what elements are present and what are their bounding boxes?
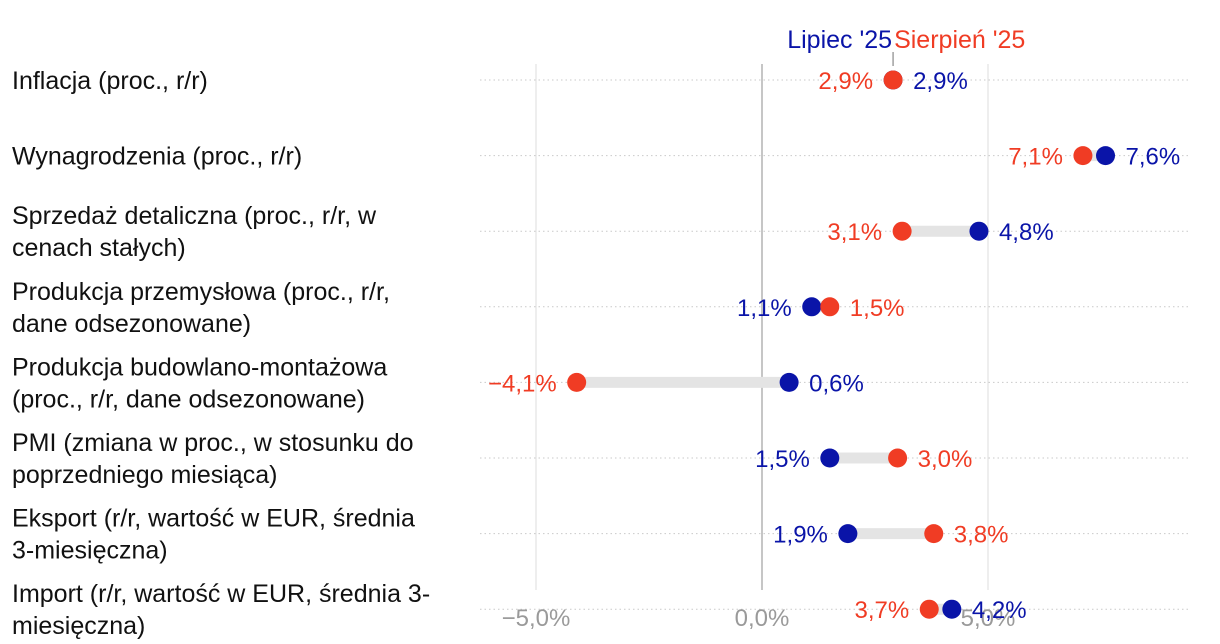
- value-label-lipiec: 4,8%: [999, 219, 1054, 246]
- x-tick-label: 0,0%: [735, 605, 790, 632]
- point-layer: [567, 70, 1116, 619]
- value-label-sierpien: 3,7%: [855, 597, 910, 624]
- value-label-lipiec: 1,9%: [773, 522, 828, 549]
- point-lipiec: [942, 599, 962, 619]
- value-label-sierpien: 3,1%: [827, 219, 882, 246]
- point-sierpien: [820, 297, 840, 317]
- label-layer: −5,0% 0,0% 5,0% Inflacja (proc., r/r) 2,9% 2,…: [12, 26, 1180, 640]
- category-label: PMI (zmiana w proc., w stosunku do: [12, 429, 414, 457]
- category-label: cenach stałych): [12, 234, 186, 262]
- value-label-lipiec: 0,6%: [809, 370, 864, 397]
- value-label-sierpien: 2,9%: [818, 68, 873, 95]
- value-label-sierpien: 3,0%: [918, 446, 973, 473]
- value-label-sierpien: 1,5%: [850, 295, 905, 322]
- category-label: Produkcja przemysłowa (proc., r/r,: [12, 278, 390, 306]
- point-lipiec: [838, 524, 858, 544]
- category-label: (proc., r/r, dane odsezonowane): [12, 385, 365, 413]
- legend-lipiec: Lipiec '25: [787, 26, 892, 54]
- point-lipiec: [820, 448, 840, 468]
- point-sierpien: [567, 372, 587, 392]
- point-lipiec: [1096, 146, 1116, 166]
- point-lipiec: [969, 221, 989, 241]
- point-sierpien: [888, 448, 908, 468]
- category-label: Produkcja budowlano-montażowa: [12, 353, 387, 381]
- point-lipiec: [802, 297, 822, 317]
- category-label: miesięczna): [12, 612, 145, 640]
- x-tick-label: 5,0%: [961, 605, 1016, 632]
- value-label-sierpien: −4,1%: [488, 370, 557, 397]
- point-sierpien: [892, 221, 912, 241]
- category-label: Eksport (r/r, wartość w EUR, średnia: [12, 505, 415, 533]
- value-label-lipiec: 4,2%: [972, 597, 1027, 624]
- point-sierpien: [1073, 146, 1093, 166]
- legend-sierpien: Sierpień '25: [894, 26, 1025, 54]
- category-label: Inflacja (proc., r/r): [12, 67, 208, 95]
- category-label: 3-miesięczna): [12, 537, 168, 565]
- point-lipiec: [779, 372, 799, 392]
- category-label: Import (r/r, wartość w EUR, średnia 3-: [12, 580, 430, 608]
- category-label: dane odsezonowane): [12, 310, 251, 338]
- point-sierpien: [919, 599, 939, 619]
- value-label-lipiec: 7,6%: [1126, 144, 1181, 171]
- value-label-sierpien: 3,8%: [954, 522, 1009, 549]
- grid-layer: [480, 52, 1188, 610]
- point-sierpien: [924, 524, 944, 544]
- category-label: Sprzedaż detaliczna (proc., r/r, w: [12, 202, 377, 230]
- point-sierpien: [883, 70, 903, 90]
- category-label: Wynagrodzenia (proc., r/r): [12, 143, 302, 171]
- category-label: poprzedniego miesiąca): [12, 461, 277, 489]
- value-label-lipiec: 1,1%: [737, 295, 792, 322]
- x-tick-label: −5,0%: [502, 605, 571, 632]
- value-label-lipiec: 1,5%: [755, 446, 810, 473]
- value-label-lipiec: 2,9%: [913, 68, 968, 95]
- value-label-sierpien: 7,1%: [1008, 144, 1063, 171]
